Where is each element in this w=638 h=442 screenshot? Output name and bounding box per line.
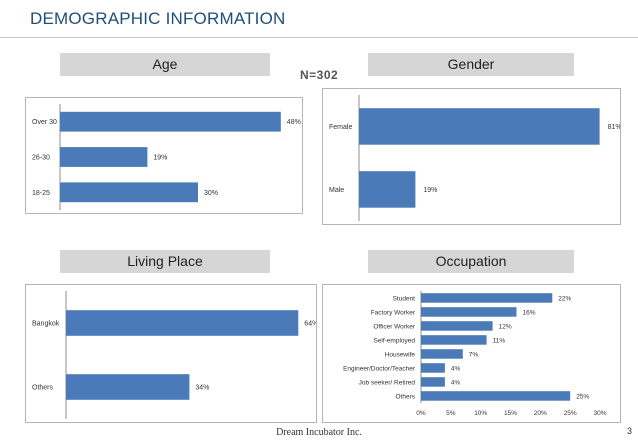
age-bar bbox=[60, 111, 281, 132]
age-value-label: 30% bbox=[204, 190, 218, 197]
section-header-living-place: Living Place bbox=[60, 250, 270, 273]
occupation-category-label: Engineer/Doctor/Teacher bbox=[343, 366, 416, 373]
occupation-x-tick-label: 5% bbox=[446, 410, 456, 417]
living_place-value-label: 64% bbox=[304, 321, 316, 328]
living-place-chart-svg: 64% Bangkok 34% Others bbox=[32, 291, 316, 419]
occupation-value-label: 11% bbox=[493, 338, 506, 345]
gender-category-label: Male bbox=[329, 187, 344, 194]
section-header-age: Age bbox=[60, 53, 270, 76]
occupation-value-label: 16% bbox=[523, 310, 536, 317]
occupation-bar bbox=[421, 377, 445, 387]
occupation-chart: 22% Student 16% Factory Worker 12% Officer Wo… bbox=[322, 284, 621, 423]
occupation-x-tick-label: 15% bbox=[504, 410, 517, 417]
occupation-value-label: 7% bbox=[469, 352, 479, 359]
occupation-bar bbox=[421, 321, 493, 331]
occupation-category-label: Others bbox=[395, 394, 415, 401]
sample-size-label: N=302 bbox=[300, 68, 339, 82]
page-number: 3 bbox=[626, 426, 632, 436]
occupation-value-label: 4% bbox=[451, 380, 461, 387]
age-category-label: 18-25 bbox=[32, 190, 50, 197]
age-category-label: Over 30 bbox=[32, 119, 57, 126]
occupation-value-label: 4% bbox=[451, 366, 461, 373]
gender-bar bbox=[359, 171, 416, 208]
occupation-value-label: 22% bbox=[558, 296, 571, 303]
age-bar bbox=[60, 182, 198, 203]
age-chart: 48% Over 30 19% 26-30 30% 18-25 bbox=[25, 97, 303, 214]
gender-value-label: 81% bbox=[608, 124, 620, 131]
age-category-label: 26-30 bbox=[32, 155, 50, 162]
gender-chart: 81% Female 19% Male bbox=[322, 88, 621, 225]
occupation-x-tick-label: 10% bbox=[474, 410, 487, 417]
occupation-category-label: Job seeker/ Retired bbox=[359, 380, 416, 387]
gender-bar bbox=[359, 108, 600, 145]
occupation-bar bbox=[421, 391, 571, 401]
occupation-bar bbox=[421, 363, 445, 373]
occupation-x-tick-label: 30% bbox=[593, 410, 606, 417]
occupation-category-label: Student bbox=[393, 296, 416, 303]
age-value-label: 19% bbox=[153, 155, 167, 162]
living-place-chart: 64% Bangkok 34% Others bbox=[25, 284, 317, 423]
gender-category-label: Female bbox=[329, 124, 352, 131]
living_place-category-label: Others bbox=[32, 385, 54, 392]
gender-chart-svg: 81% Female 19% Male bbox=[329, 95, 620, 221]
occupation-category-label: Self-employed bbox=[373, 338, 415, 345]
age-value-label: 48% bbox=[287, 119, 301, 126]
age-bar bbox=[60, 147, 148, 167]
occupation-x-tick-label: 0% bbox=[416, 410, 426, 417]
occupation-category-label: Factory Worker bbox=[371, 310, 416, 317]
occupation-category-label: Officer Worker bbox=[373, 324, 415, 331]
occupation-x-tick-label: 25% bbox=[564, 410, 577, 417]
occupation-bar bbox=[421, 335, 487, 345]
section-header-occupation: Occupation bbox=[368, 250, 574, 273]
occupation-category-label: Housewife bbox=[385, 352, 416, 359]
living_place-bar bbox=[66, 310, 299, 336]
living_place-category-label: Bangkok bbox=[32, 321, 60, 328]
living_place-bar bbox=[66, 374, 190, 400]
occupation-bar bbox=[421, 307, 517, 317]
occupation-value-label: 25% bbox=[576, 394, 589, 401]
occupation-x-tick-label: 20% bbox=[534, 410, 547, 417]
occupation-value-label: 12% bbox=[499, 324, 512, 331]
footer-company: Dream Incubator Inc. bbox=[276, 427, 362, 438]
gender-value-label: 19% bbox=[423, 187, 437, 194]
section-header-gender: Gender bbox=[368, 53, 574, 76]
slide-title: DEMOGRAPHIC INFORMATION bbox=[30, 9, 286, 28]
occupation-bar bbox=[421, 349, 463, 359]
living_place-value-label: 34% bbox=[195, 385, 209, 392]
age-chart-svg: 48% Over 30 19% 26-30 30% 18-25 bbox=[32, 104, 301, 210]
occupation-chart-svg: 22% Student 16% Factory Worker 12% Officer Wo… bbox=[343, 291, 607, 417]
occupation-bar bbox=[421, 293, 553, 303]
title-divider bbox=[0, 37, 638, 38]
